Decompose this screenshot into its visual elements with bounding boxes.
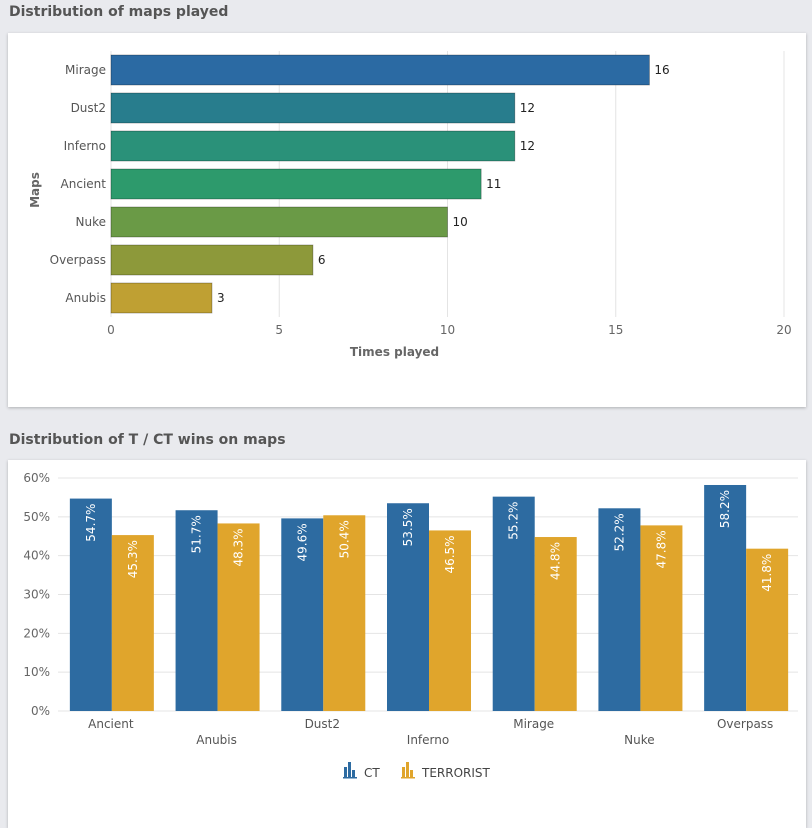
bar-value-label: 46.5%: [443, 535, 457, 573]
bar-chart-icon: [401, 762, 415, 779]
bar-value-label: 51.7%: [190, 515, 204, 553]
y-axis-title: Maps: [28, 172, 42, 208]
bar-value-label: 53.5%: [401, 508, 415, 546]
bar-value-label: 11: [486, 177, 501, 191]
x-tick-label: Overpass: [717, 717, 773, 731]
bar-value-label: 44.8%: [549, 542, 563, 580]
legend-icon-bar: [406, 762, 409, 777]
bar-terrorist-inferno[interactable]: [429, 530, 471, 711]
y-tick-label: 40%: [23, 549, 50, 563]
bar-value-label: 52.2%: [612, 513, 626, 551]
bar-value-label: 10: [453, 215, 468, 229]
bar-value-label: 54.7%: [84, 504, 98, 542]
y-tick-label: 60%: [23, 471, 50, 485]
maps-played-card: 0 5 10 15 20 Mirage 16 Dust2 12 Inferno 12 Ancient 1…: [8, 33, 806, 407]
bar-terrorist-mirage[interactable]: [534, 537, 577, 711]
legend-item-terrorist[interactable]: TERRORIST: [401, 762, 491, 780]
legend-icon-bar: [402, 767, 405, 777]
bar-chart-icon: [343, 762, 357, 779]
bar-value-label: 16: [654, 63, 669, 77]
bar-nuke[interactable]: [110, 206, 448, 238]
x-tick-label: Ancient: [88, 717, 134, 731]
bar-overpass[interactable]: [110, 244, 314, 276]
x-tick-label: 0: [107, 323, 115, 337]
bar-ct-dust2[interactable]: [281, 518, 324, 711]
legend-icon-bar: [410, 770, 413, 777]
legend-icon-bar: [352, 770, 355, 777]
y-tick-label: Overpass: [50, 253, 106, 267]
bar-value-label: 47.8%: [654, 530, 668, 568]
legend-icon-bar: [348, 762, 351, 777]
bar-ct-nuke[interactable]: [598, 508, 641, 711]
y-tick-label: Inferno: [64, 139, 106, 153]
bar-dust2[interactable]: [110, 92, 516, 124]
chart-title-wins: Distribution of T / CT wins on maps: [9, 432, 286, 448]
wins-chart: 0% 10% 20% 30% 40% 50% 60% 54.7% 45.3% Ancient 51.…: [23, 471, 798, 780]
bar-value-label: 45.3%: [126, 540, 140, 578]
bar-ct-anubis[interactable]: [175, 510, 218, 711]
legend-icon-base: [401, 777, 415, 779]
x-tick-label: Inferno: [407, 733, 449, 747]
bar-terrorist-anubis[interactable]: [217, 523, 260, 711]
bar-value-label: 12: [520, 101, 535, 115]
bar-ct-mirage[interactable]: [492, 496, 535, 711]
bar-value-label: 50.4%: [337, 520, 351, 558]
y-tick-label: 50%: [23, 510, 50, 524]
y-tick-label: Mirage: [65, 63, 106, 77]
y-tick-label: 0%: [31, 704, 50, 718]
x-tick-label: 5: [275, 323, 283, 337]
bar-ct-overpass[interactable]: [704, 484, 747, 711]
y-tick-label: Anubis: [65, 291, 106, 305]
y-tick-label: 20%: [23, 626, 50, 640]
x-tick-label: 15: [608, 323, 623, 337]
bar-terrorist-nuke[interactable]: [640, 525, 683, 711]
bar-ancient[interactable]: [110, 168, 482, 200]
wins-card: 0% 10% 20% 30% 40% 50% 60% 54.7% 45.3% Ancient 51.…: [8, 460, 806, 828]
legend-label: CT: [364, 766, 380, 780]
bar-value-label: 48.3%: [232, 528, 246, 566]
bar-anubis[interactable]: [110, 282, 213, 314]
chart-title-maps-played: Distribution of maps played: [9, 4, 229, 20]
x-tick-label: Anubis: [196, 733, 237, 747]
bar-value-label: 3: [217, 291, 225, 305]
bar-value-label: 49.6%: [295, 523, 309, 561]
bar-terrorist-dust2[interactable]: [323, 515, 366, 711]
x-tick-label: Mirage: [513, 717, 554, 731]
x-axis-title: Times played: [350, 345, 439, 359]
y-tick-label: Ancient: [61, 177, 107, 191]
legend-icon-base: [343, 777, 357, 779]
bar-value-label: 58.2%: [718, 490, 732, 528]
bar-mirage[interactable]: [110, 54, 650, 86]
x-tick-label: 20: [776, 323, 791, 337]
legend-icon-bar: [344, 767, 347, 777]
legend-label: TERRORIST: [421, 766, 491, 780]
bar-value-label: 6: [318, 253, 326, 267]
bar-terrorist-ancient[interactable]: [111, 535, 154, 711]
maps-played-chart: 0 5 10 15 20 Mirage 16 Dust2 12 Inferno 12 Ancient 1…: [28, 51, 792, 359]
bar-ct-inferno[interactable]: [387, 503, 429, 711]
bar-terrorist-overpass[interactable]: [746, 548, 789, 711]
bar-inferno[interactable]: [110, 130, 516, 162]
bar-value-label: 12: [520, 139, 535, 153]
y-tick-label: Dust2: [71, 101, 106, 115]
x-tick-label: 10: [440, 323, 455, 337]
bar-value-label: 41.8%: [760, 554, 774, 592]
y-tick-label: 30%: [23, 588, 50, 602]
y-tick-label: Nuke: [76, 215, 107, 229]
bar-value-label: 55.2%: [507, 502, 521, 540]
bar-ct-ancient[interactable]: [69, 498, 112, 711]
x-tick-label: Nuke: [624, 733, 655, 747]
y-tick-label: 10%: [23, 665, 50, 679]
legend-item-ct[interactable]: CT: [343, 762, 380, 780]
x-tick-label: Dust2: [305, 717, 340, 731]
